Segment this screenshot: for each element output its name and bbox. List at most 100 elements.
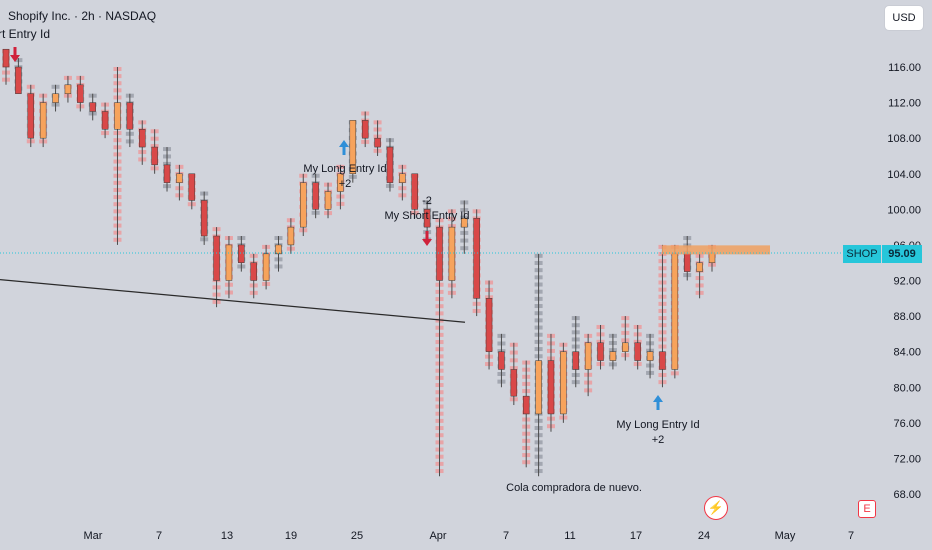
time-tick-label: 7 <box>848 530 854 542</box>
trend-line[interactable] <box>0 279 466 323</box>
candle-body <box>238 244 245 263</box>
candle-body <box>671 253 679 370</box>
long-entry-arrow-shape <box>339 140 349 155</box>
short-entry-qty: -2 <box>422 195 432 207</box>
time-tick-label: 24 <box>698 530 710 542</box>
bolt-icon[interactable]: ⚡ <box>704 496 728 520</box>
candle-body <box>77 84 84 103</box>
candle-body <box>163 164 171 183</box>
candle-body <box>609 351 617 361</box>
candle-body <box>696 262 703 272</box>
candle-body <box>547 360 555 415</box>
candle-body <box>572 351 580 370</box>
candle-body <box>708 252 716 263</box>
candle-body <box>683 253 691 272</box>
time-tick-label: 7 <box>503 530 509 542</box>
candle-body <box>2 48 10 68</box>
candle-body <box>560 351 567 415</box>
resistance-zone[interactable] <box>662 245 770 255</box>
candle-body <box>622 342 629 352</box>
time-tick-label: 17 <box>630 530 642 542</box>
candle-body <box>461 217 468 228</box>
candle-body <box>213 235 220 281</box>
candle-body <box>634 342 641 361</box>
price-tick-label: 72.00 <box>893 453 921 465</box>
price-tick-label: 104.00 <box>887 169 921 181</box>
strategy-label: rt Entry Id <box>0 27 51 41</box>
candle-body <box>646 351 654 361</box>
candle-body <box>522 395 530 415</box>
short-entry-arrow <box>10 47 20 62</box>
time-tick-label: Apr <box>429 530 446 542</box>
time-tick-label: 25 <box>351 530 363 542</box>
currency-button[interactable]: USD <box>884 5 924 31</box>
candle-body <box>659 351 666 370</box>
candle-body <box>374 137 381 148</box>
price-tick-label: 80.00 <box>893 382 921 394</box>
long-entry-label: My Long Entry Id <box>303 163 386 175</box>
candle-body <box>176 173 183 183</box>
candle-body <box>448 226 456 281</box>
time-tick-label: May <box>775 530 796 542</box>
long-entry-label: My Long Entry Id <box>616 419 699 431</box>
price-tick-label: 88.00 <box>893 311 921 323</box>
candle-body <box>300 182 307 228</box>
candle-body <box>225 244 233 281</box>
candle-body <box>15 66 22 94</box>
long-entry-arrow-shape <box>653 395 663 410</box>
note-label: Cola compradora de nuevo. <box>506 482 642 494</box>
long-entry-arrow <box>653 395 663 410</box>
price-tick-label: 68.00 <box>893 489 921 501</box>
candle-body <box>126 102 134 130</box>
candle-body <box>312 182 319 210</box>
short-entry-arrow-shape <box>422 231 432 246</box>
candles <box>2 48 716 477</box>
candle-body <box>584 342 592 370</box>
time-tick-label: 11 <box>564 530 575 542</box>
candle-body <box>473 217 480 299</box>
candle-body <box>64 84 72 94</box>
long-entry-qty: +2 <box>339 178 352 190</box>
time-tick-label: 13 <box>221 530 233 542</box>
candle-body <box>597 342 604 361</box>
candle-body <box>361 120 369 139</box>
candle-body <box>275 244 282 255</box>
long-entry-arrow <box>339 140 349 155</box>
candle-body <box>411 173 418 210</box>
price-tick-label: 108.00 <box>887 133 921 145</box>
short-entry-arrow <box>422 231 432 246</box>
candle-body <box>138 129 146 148</box>
candle-body <box>89 102 96 112</box>
candle-body <box>535 360 542 415</box>
short-entry-arrow-shape <box>10 47 20 62</box>
price-tick-label: 84.00 <box>893 347 921 359</box>
price-tick-label: 92.00 <box>893 276 921 288</box>
long-entry-qty: +2 <box>652 434 665 446</box>
annotations: My Long Entry Id +2 My Short Entry Id -2 My … <box>0 47 843 494</box>
ticker-price-tag: SHOP <box>843 245 881 263</box>
candle-body <box>52 93 59 103</box>
earnings-icon[interactable]: E <box>858 500 876 518</box>
candle-body <box>510 369 518 397</box>
candle-body <box>498 351 505 370</box>
candle-body <box>114 102 121 130</box>
price-tick-label: 100.00 <box>887 204 921 216</box>
price-tick-label: 112.00 <box>888 98 921 110</box>
candle-body <box>101 111 109 130</box>
price-tick-label: 76.00 <box>893 418 921 430</box>
axes: 116.00112.00108.00104.00100.0096.0092.00… <box>84 62 921 542</box>
candle-body <box>200 200 208 237</box>
candle-body <box>436 226 443 281</box>
time-tick-label: Mar <box>84 530 103 542</box>
candle-body <box>151 146 158 166</box>
candle-body <box>485 298 493 352</box>
candle-body <box>324 191 332 210</box>
symbol-title[interactable]: Shopify Inc. · 2h · NASDAQ <box>8 9 157 23</box>
candle-body <box>337 173 344 192</box>
candle-body <box>287 226 295 246</box>
candle-body <box>262 253 270 281</box>
candle-body <box>349 120 357 174</box>
short-entry-label: My Short Entry Id <box>385 210 470 222</box>
